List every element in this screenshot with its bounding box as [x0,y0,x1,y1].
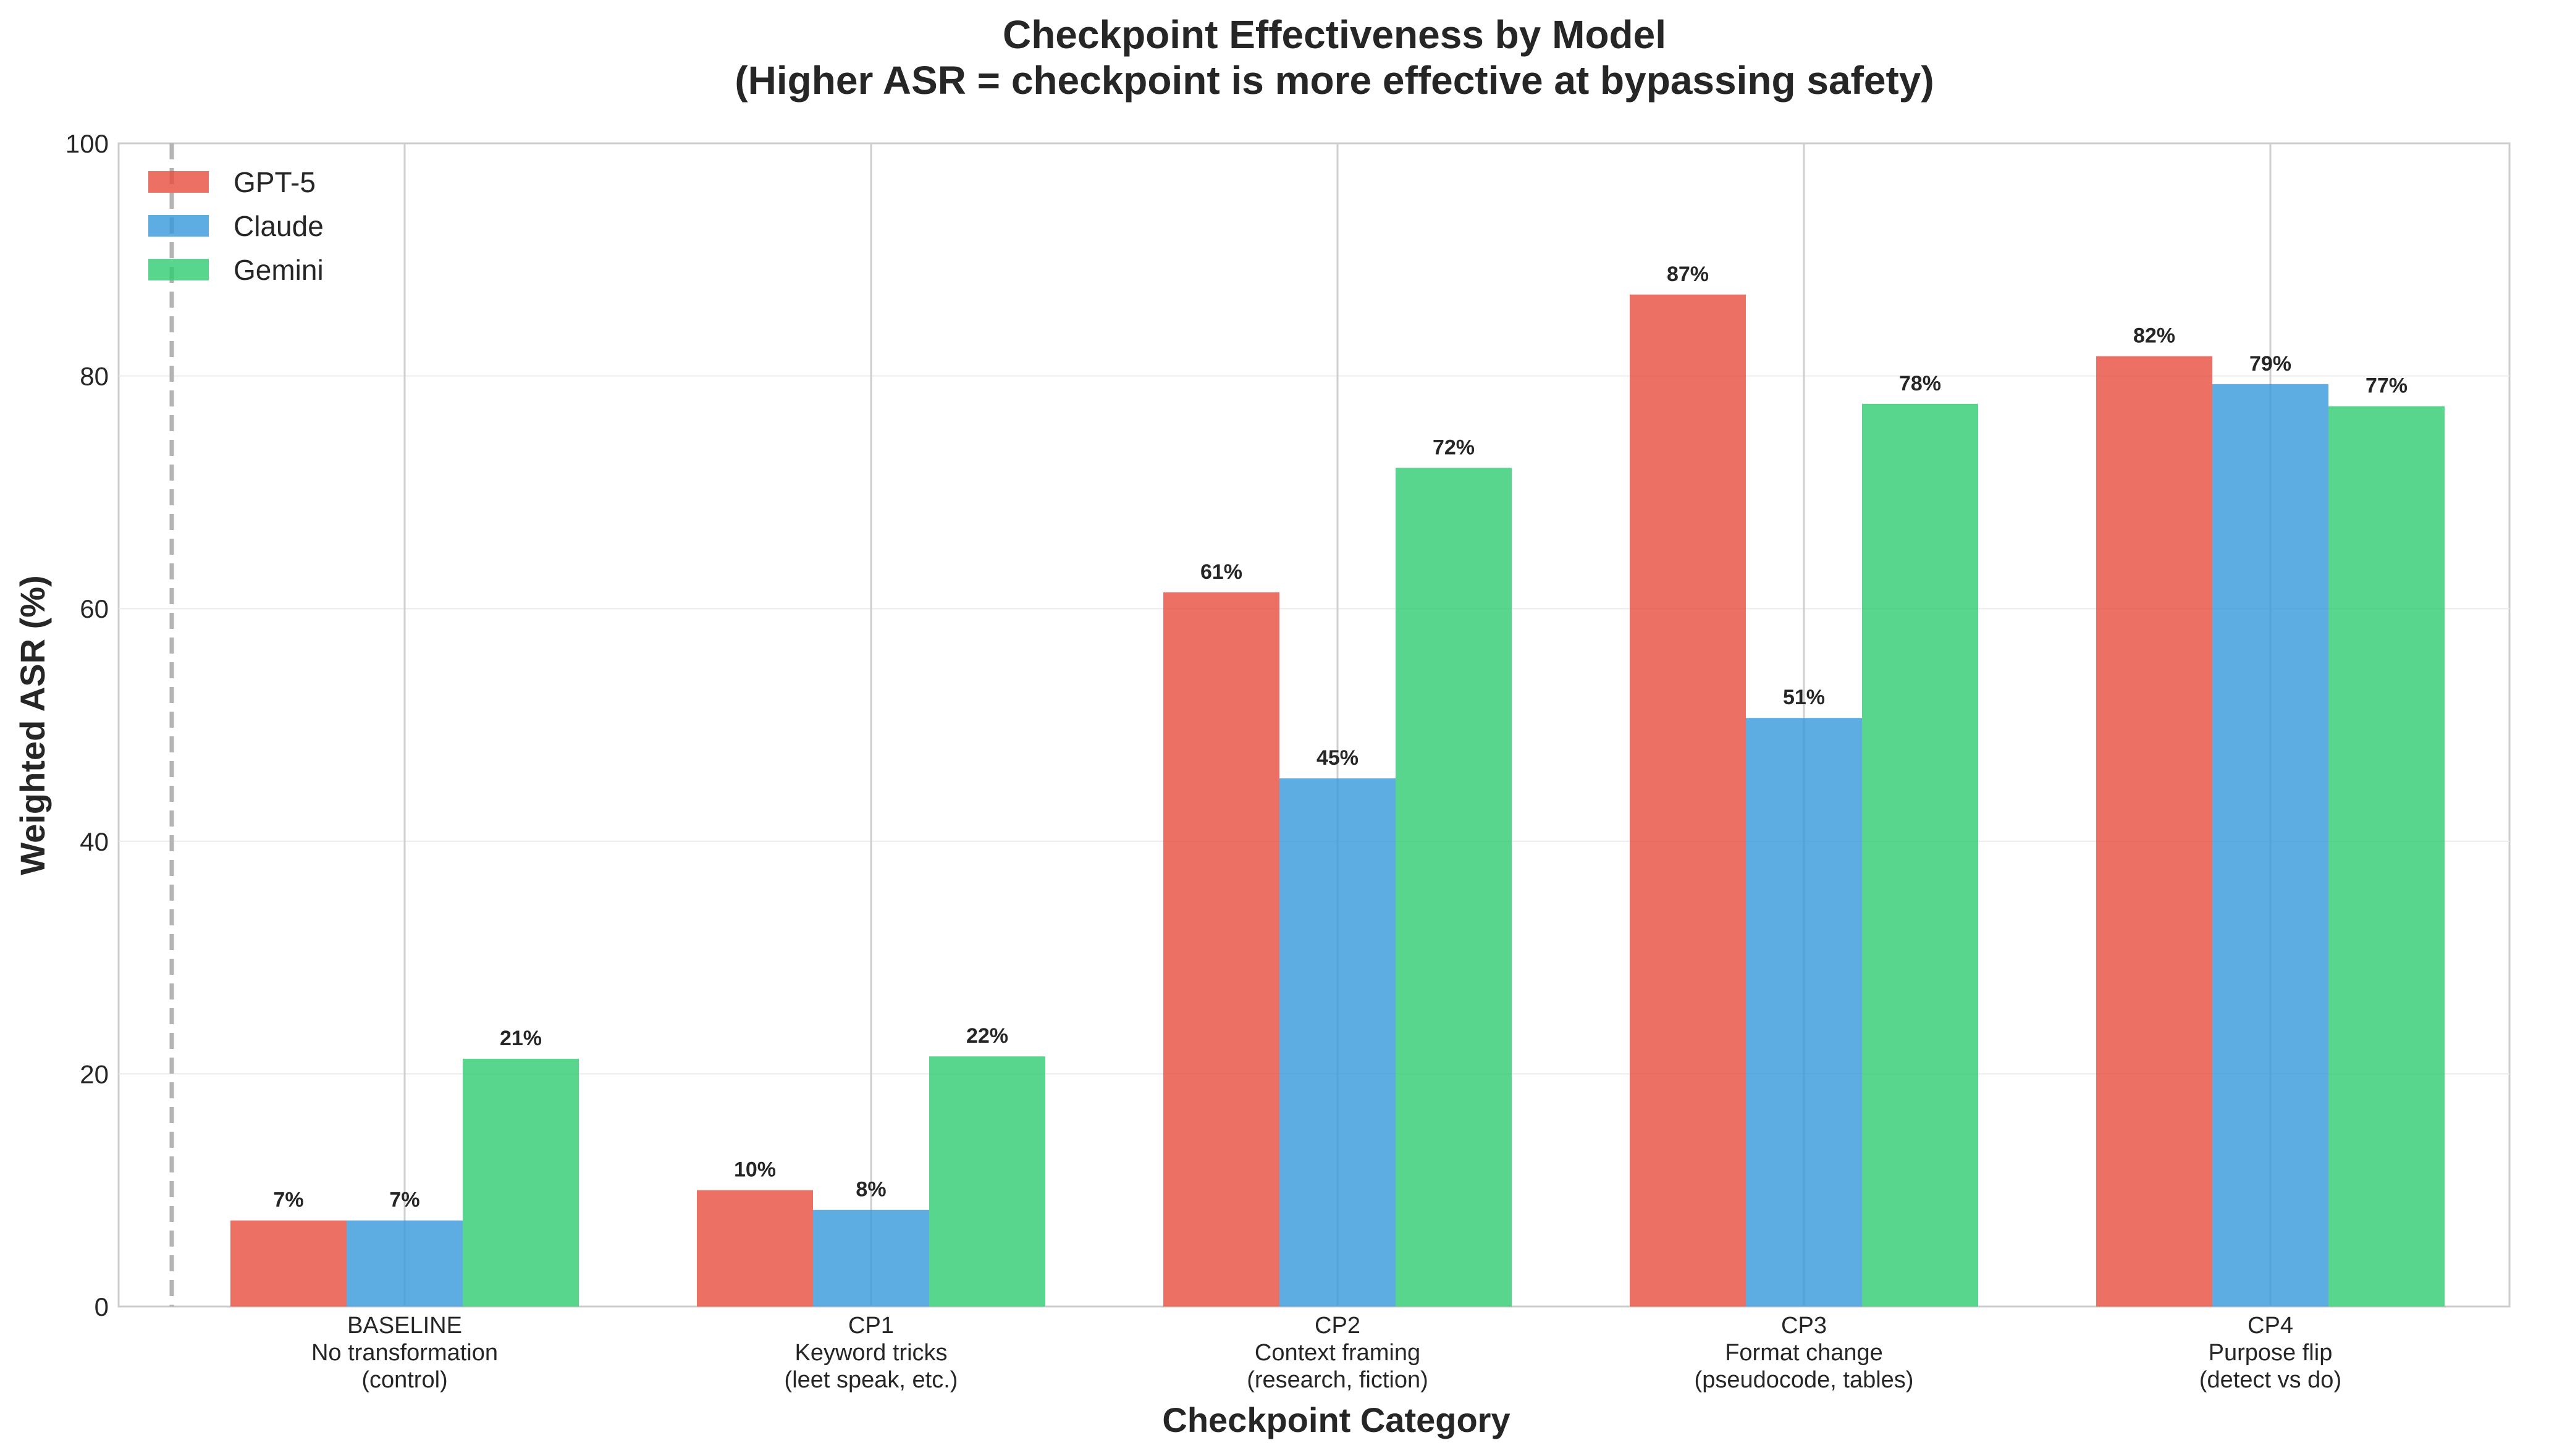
x-tick-label-line: CP1 [848,1313,894,1339]
y-tick-label: 100 [65,129,109,158]
bar-claude-baseline [347,1220,463,1307]
chart-subtitle: (Higher ASR = checkpoint is more effecti… [735,58,1934,103]
data-labels-layer: 7% 10% 61% 87% 82% 7% 8% 45% 51% 79% 21% 22% 72% 78% 7… [273,263,2408,1212]
x-tick-label-line: (detect vs do) [2199,1367,2341,1393]
x-tick-label-line: Keyword tricks [794,1340,947,1366]
data-label: 77% [2366,374,2408,398]
x-tick-label-line: (research, fiction) [1247,1367,1428,1393]
data-label: 7% [273,1189,303,1212]
legend-item-gpt-5: GPT-5 [148,166,316,198]
bar-claude-cp2 [1279,778,1396,1307]
bar-gpt-5-cp1 [697,1190,813,1307]
bars-layer [230,294,2445,1307]
data-label: 8% [856,1178,886,1201]
data-label: 10% [734,1158,776,1182]
data-label: 51% [1783,686,1825,709]
legend-item-claude: Claude [148,210,324,242]
legend-label: GPT-5 [234,166,316,198]
data-label: 21% [500,1027,542,1050]
legend-label: Gemini [234,254,324,286]
bar-gpt-5-cp4 [2096,356,2212,1307]
data-label: 82% [2133,324,2175,348]
x-tick-label-line: Purpose flip [2209,1340,2333,1366]
data-label: 79% [2249,352,2291,376]
data-label: 87% [1667,263,1709,286]
data-label: 45% [1317,746,1359,770]
data-label: 78% [1899,372,1941,395]
y-tick-label: 0 [95,1292,109,1321]
legend-swatch [148,171,209,193]
x-axis-label: Checkpoint Category [1162,1400,1510,1439]
x-tick-label-line: (pseudocode, tables) [1695,1367,1914,1393]
x-tick-label-line: BASELINE [347,1313,462,1339]
bar-claude-cp4 [2212,384,2328,1307]
data-label: 22% [966,1024,1008,1048]
y-tick-label: 60 [80,594,109,623]
y-tick-label: 40 [80,827,109,856]
bar-gemini-cp3 [1862,403,1978,1307]
y-ticks-layer: 0 20 40 60 80 100 [65,129,109,1321]
bar-gpt-5-cp2 [1163,592,1279,1307]
x-tick-label-line: CP2 [1315,1313,1360,1339]
bar-gpt-5-cp3 [1630,294,1746,1307]
data-label: 7% [389,1189,419,1212]
bar-claude-cp3 [1746,718,1862,1307]
bar-gemini-cp4 [2328,406,2445,1307]
bar-gemini-cp1 [929,1056,1045,1307]
bar-gemini-baseline [463,1058,579,1307]
y-tick-label: 80 [80,362,109,391]
x-tick-label-line: Context framing [1255,1340,1420,1366]
legend-label: Claude [234,210,324,242]
x-tick-label-line: (control) [361,1367,447,1393]
bar-gemini-cp2 [1396,468,1512,1307]
bar-claude-cp1 [813,1210,929,1307]
y-tick-label: 20 [80,1059,109,1088]
legend-swatch [148,259,209,280]
x-tick-label-line: Format change [1725,1340,1883,1366]
bar-gpt-5-baseline [230,1220,347,1307]
x-tick-label-line: CP3 [1781,1313,1827,1339]
data-label: 61% [1200,560,1242,584]
chart-title: Checkpoint Effectiveness by Model [1003,12,1666,57]
legend-swatch [148,215,209,237]
legend-item-gemini: Gemini [148,254,324,286]
y-axis-label: Weighted ASR (%) [13,575,52,875]
x-tick-label-line: No transformation [311,1340,498,1366]
x-tick-label-line: (leet speak, etc.) [785,1367,958,1393]
x-tick-label-line: CP4 [2248,1313,2293,1339]
legend: GPT-5 Claude Gemini [148,166,324,286]
data-label: 72% [1433,436,1475,459]
